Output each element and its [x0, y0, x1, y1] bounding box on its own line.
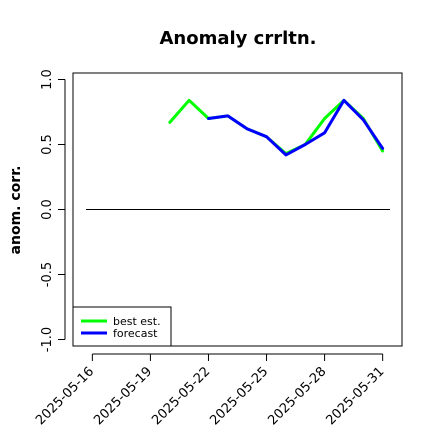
- x-tick-label: 2025-05-22: [149, 364, 213, 428]
- series-group: [168, 98, 385, 157]
- chart-title: Anomaly crrltn.: [159, 28, 316, 49]
- x-tick-label: 2025-05-19: [91, 364, 155, 428]
- x-tick-label: 2025-05-28: [265, 364, 329, 428]
- y-axis: -1.0 -0.5 0.0 0.5 1.0: [40, 69, 66, 352]
- series-line-forecast: [207, 98, 385, 157]
- y-axis-label: anom. corr.: [8, 166, 24, 255]
- y-tick-label: -0.5: [40, 262, 55, 287]
- legend: best est.forecast: [72, 306, 172, 347]
- legend-label: forecast: [113, 327, 158, 340]
- x-tick-label: 2025-05-25: [207, 364, 271, 428]
- y-tick-label: 0.5: [40, 134, 55, 155]
- x-tick-label: 2025-05-31: [323, 364, 387, 428]
- y-tick-label: 1.0: [40, 69, 55, 90]
- plot-frame: [72, 72, 403, 347]
- legend-box: [72, 306, 172, 347]
- x-tick-label: 2025-05-16: [33, 364, 97, 428]
- legend-label: best est.: [113, 315, 161, 328]
- y-tick-label: 0.0: [40, 199, 55, 220]
- x-axis: 2025-05-162025-05-192025-05-222025-05-25…: [33, 353, 387, 428]
- y-tick-label: -1.0: [40, 327, 55, 352]
